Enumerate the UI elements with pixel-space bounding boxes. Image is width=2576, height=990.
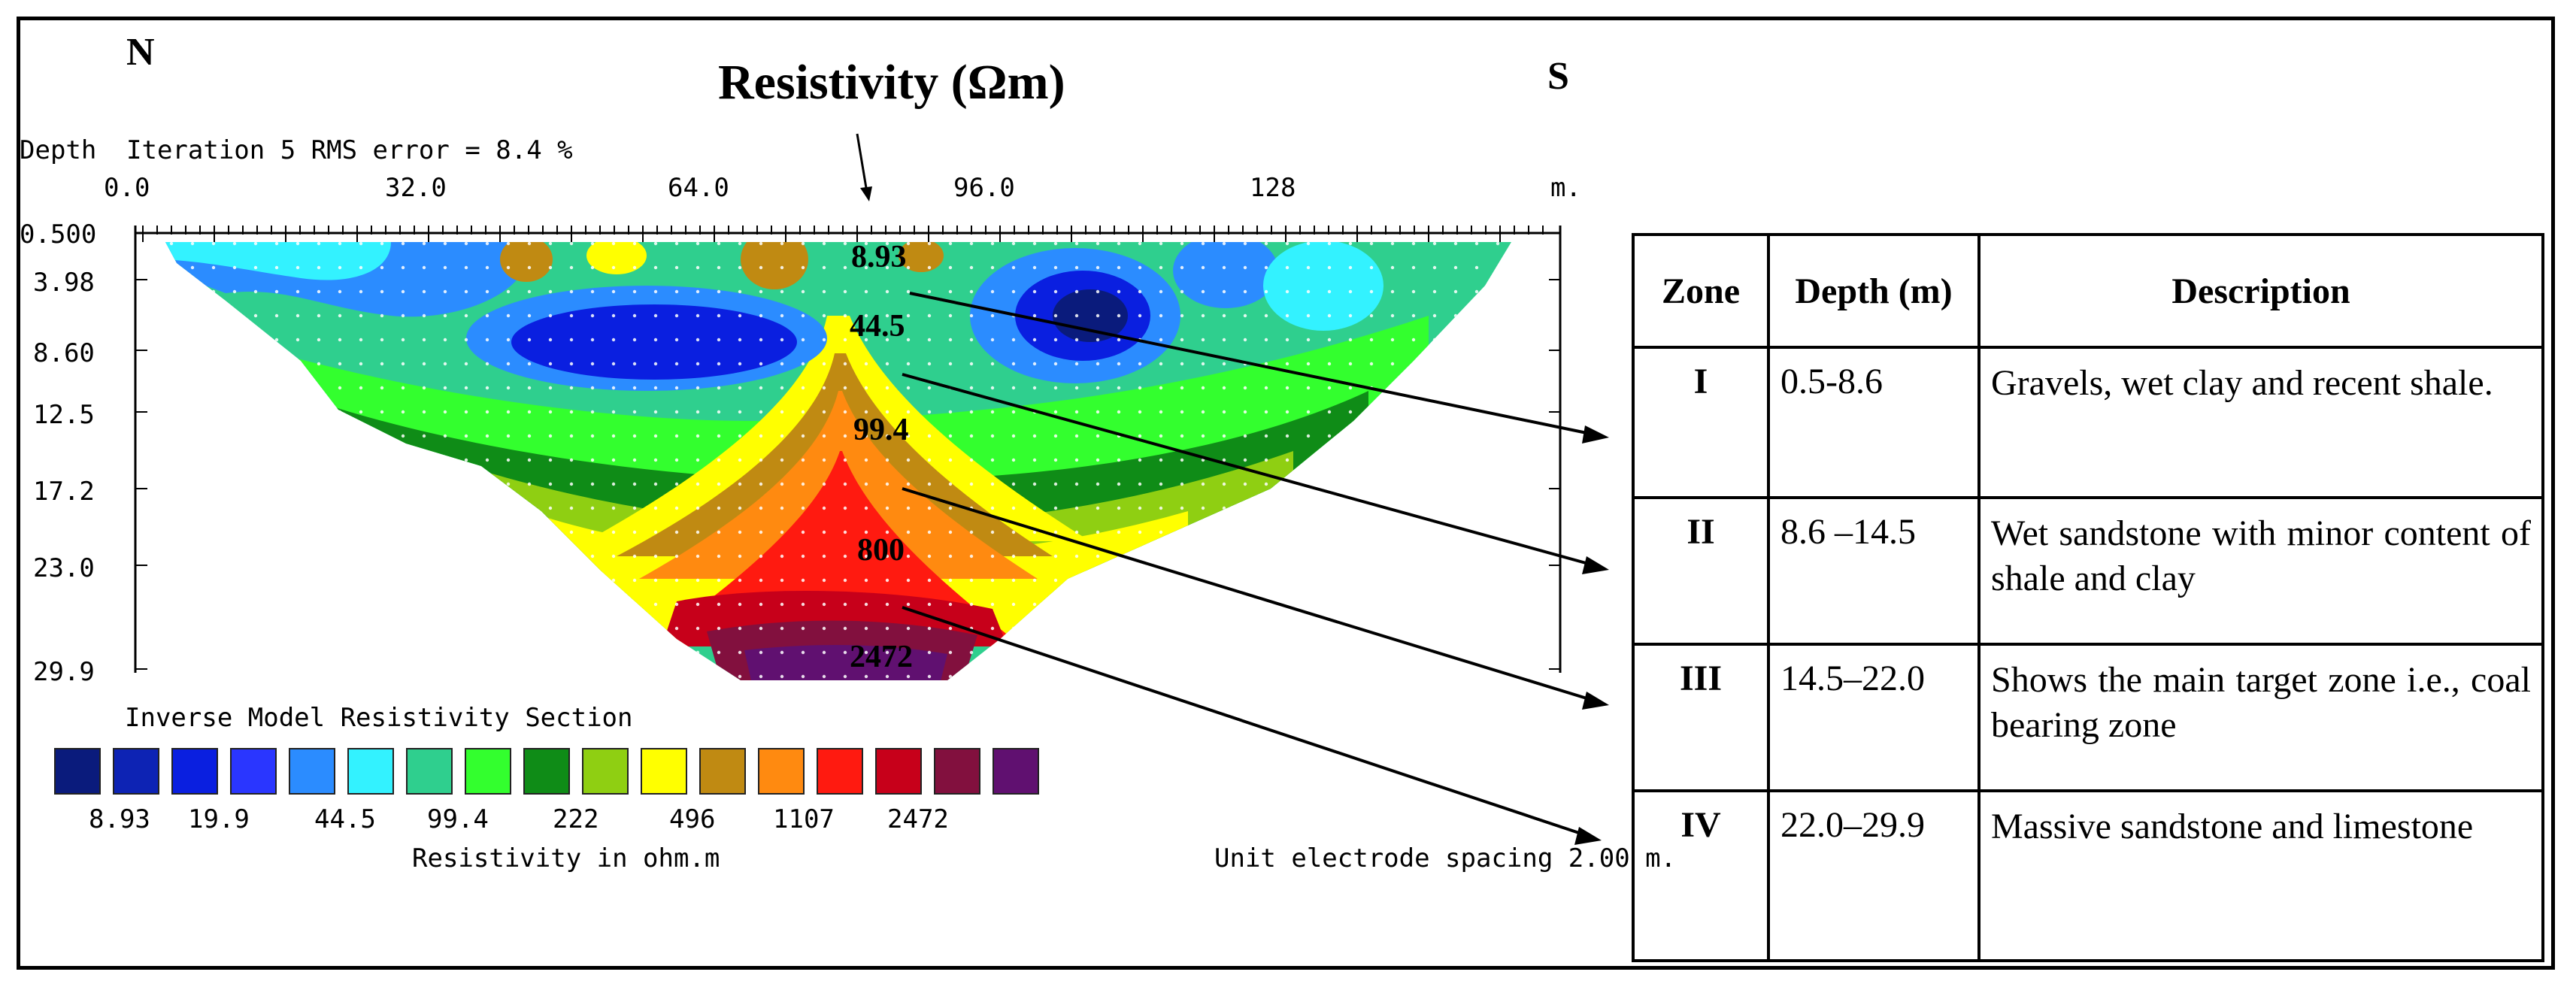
depth-cell: 8.6 –14.5: [1767, 496, 1980, 646]
legend-value: 496: [669, 804, 716, 834]
depth-tick-label: 23.0: [33, 553, 95, 583]
zone-arrow-II: [902, 373, 1595, 567]
depth-tick-label: 3.98: [33, 268, 95, 298]
section-value-label: 2472: [850, 640, 913, 674]
legend-swatch: [406, 748, 453, 795]
table-row: IV 22.0–29.9 Massive sandstone and limes…: [1632, 789, 2544, 962]
section-value-label: 800: [857, 533, 905, 568]
x-axis-unit: m.: [1550, 173, 1581, 203]
description-cell: Wet sandstone with minor content of shal…: [1977, 496, 2544, 646]
x-tick-label: 0.0: [104, 173, 150, 203]
legend-swatch: [230, 748, 277, 795]
depth-tick-label: 17.2: [33, 477, 95, 507]
zone-cell: I: [1632, 346, 1770, 499]
electrode-spacing-note: Unit electrode spacing 2.00 m.: [1214, 843, 1677, 873]
header-depth: Depth (m): [1767, 233, 1980, 349]
x-axis-ticks: [142, 226, 1544, 242]
header-zone: Zone: [1632, 233, 1770, 349]
legend-value: 2472: [887, 804, 949, 834]
description-cell: Gravels, wet clay and recent shale.: [1977, 346, 2544, 499]
title-arrowhead: [860, 186, 872, 201]
depth-axis-title: Depth: [20, 135, 97, 165]
title-arrow: [856, 133, 868, 189]
zone-arrowhead: [1582, 692, 1609, 710]
legend-value: 99.4: [427, 804, 489, 834]
header-description: Description: [1977, 233, 2544, 349]
legend-swatch: [113, 748, 159, 795]
legend-swatch: [54, 748, 101, 795]
zone-arrow-IV: [902, 606, 1589, 837]
zone-cell: IV: [1632, 789, 1770, 962]
description-cell: Shows the main target zone i.e., coal be…: [1977, 643, 2544, 792]
depth-cell: 14.5–22.0: [1767, 643, 1980, 792]
north-label: N: [126, 31, 155, 74]
depth-tick-label: 8.60: [33, 338, 95, 368]
zone-arrow-I: [909, 292, 1595, 436]
section-value-label: 99.4: [853, 413, 909, 447]
zone-cell: II: [1632, 496, 1770, 646]
legend-value: 8.93: [89, 804, 150, 834]
zone-arrowhead: [1582, 556, 1609, 574]
legend-title: Inverse Model Resistivity Section: [125, 703, 633, 733]
depth-tick-label: 0.500: [20, 219, 97, 250]
legend-unit-label: Resistivity in ohm.m: [412, 843, 720, 873]
table-row: II 8.6 –14.5 Wet sandstone with minor co…: [1632, 496, 2544, 646]
iteration-text: Iteration 5 RMS error = 8.4 %: [126, 135, 573, 165]
zone-arrow-III: [902, 487, 1595, 702]
description-cell: Massive sandstone and limestone: [1977, 789, 2544, 962]
zone-arrowhead: [1582, 425, 1609, 444]
table-row: I 0.5-8.6 Gravels, wet clay and recent s…: [1632, 346, 2544, 499]
legend-swatch: [582, 748, 629, 795]
depth-tick-label: 12.5: [33, 400, 95, 430]
zone-table: Zone Depth (m) Description I 0.5-8.6 Gra…: [1632, 233, 2544, 962]
section-value-label: 44.5: [850, 309, 905, 344]
x-tick-label: 96.0: [953, 173, 1015, 203]
legend-value: 1107: [773, 804, 835, 834]
legend-swatch: [641, 748, 687, 795]
table-header-row: Zone Depth (m) Description: [1632, 233, 2544, 349]
legend-swatch: [347, 748, 394, 795]
table-row: III 14.5–22.0 Shows the main target zone…: [1632, 643, 2544, 792]
figure-title: Resistivity (Ωm): [718, 55, 1065, 110]
resistivity-pseudosection: [165, 242, 1511, 680]
legend-swatch: [289, 748, 335, 795]
x-tick-label: 32.0: [385, 173, 447, 203]
depth-axis-ticks: [135, 232, 1560, 670]
south-label: S: [1547, 55, 1569, 98]
data-point-grid: [165, 242, 1511, 680]
legend-swatch: [699, 748, 746, 795]
legend-value: 19.9: [188, 804, 250, 834]
legend-swatch: [993, 748, 1039, 795]
legend-swatch: [465, 748, 511, 795]
figure-frame: [17, 17, 2555, 970]
zone-arrowhead: [1574, 827, 1602, 845]
zone-cell: III: [1632, 643, 1770, 792]
depth-cell: 22.0–29.9: [1767, 789, 1980, 962]
legend-swatch: [523, 748, 570, 795]
legend-value: 222: [553, 804, 599, 834]
legend-swatch: [875, 748, 922, 795]
depth-cell: 0.5-8.6: [1767, 346, 1980, 499]
x-tick-label: 64.0: [668, 173, 729, 203]
legend-swatch: [171, 748, 218, 795]
legend-swatch: [758, 748, 805, 795]
section-value-label: 8.93: [851, 240, 907, 274]
legend-swatch: [934, 748, 980, 795]
x-tick-label: 128: [1250, 173, 1296, 203]
legend-swatch: [817, 748, 863, 795]
legend-value: 44.5: [314, 804, 376, 834]
depth-tick-label: 29.9: [33, 657, 95, 687]
